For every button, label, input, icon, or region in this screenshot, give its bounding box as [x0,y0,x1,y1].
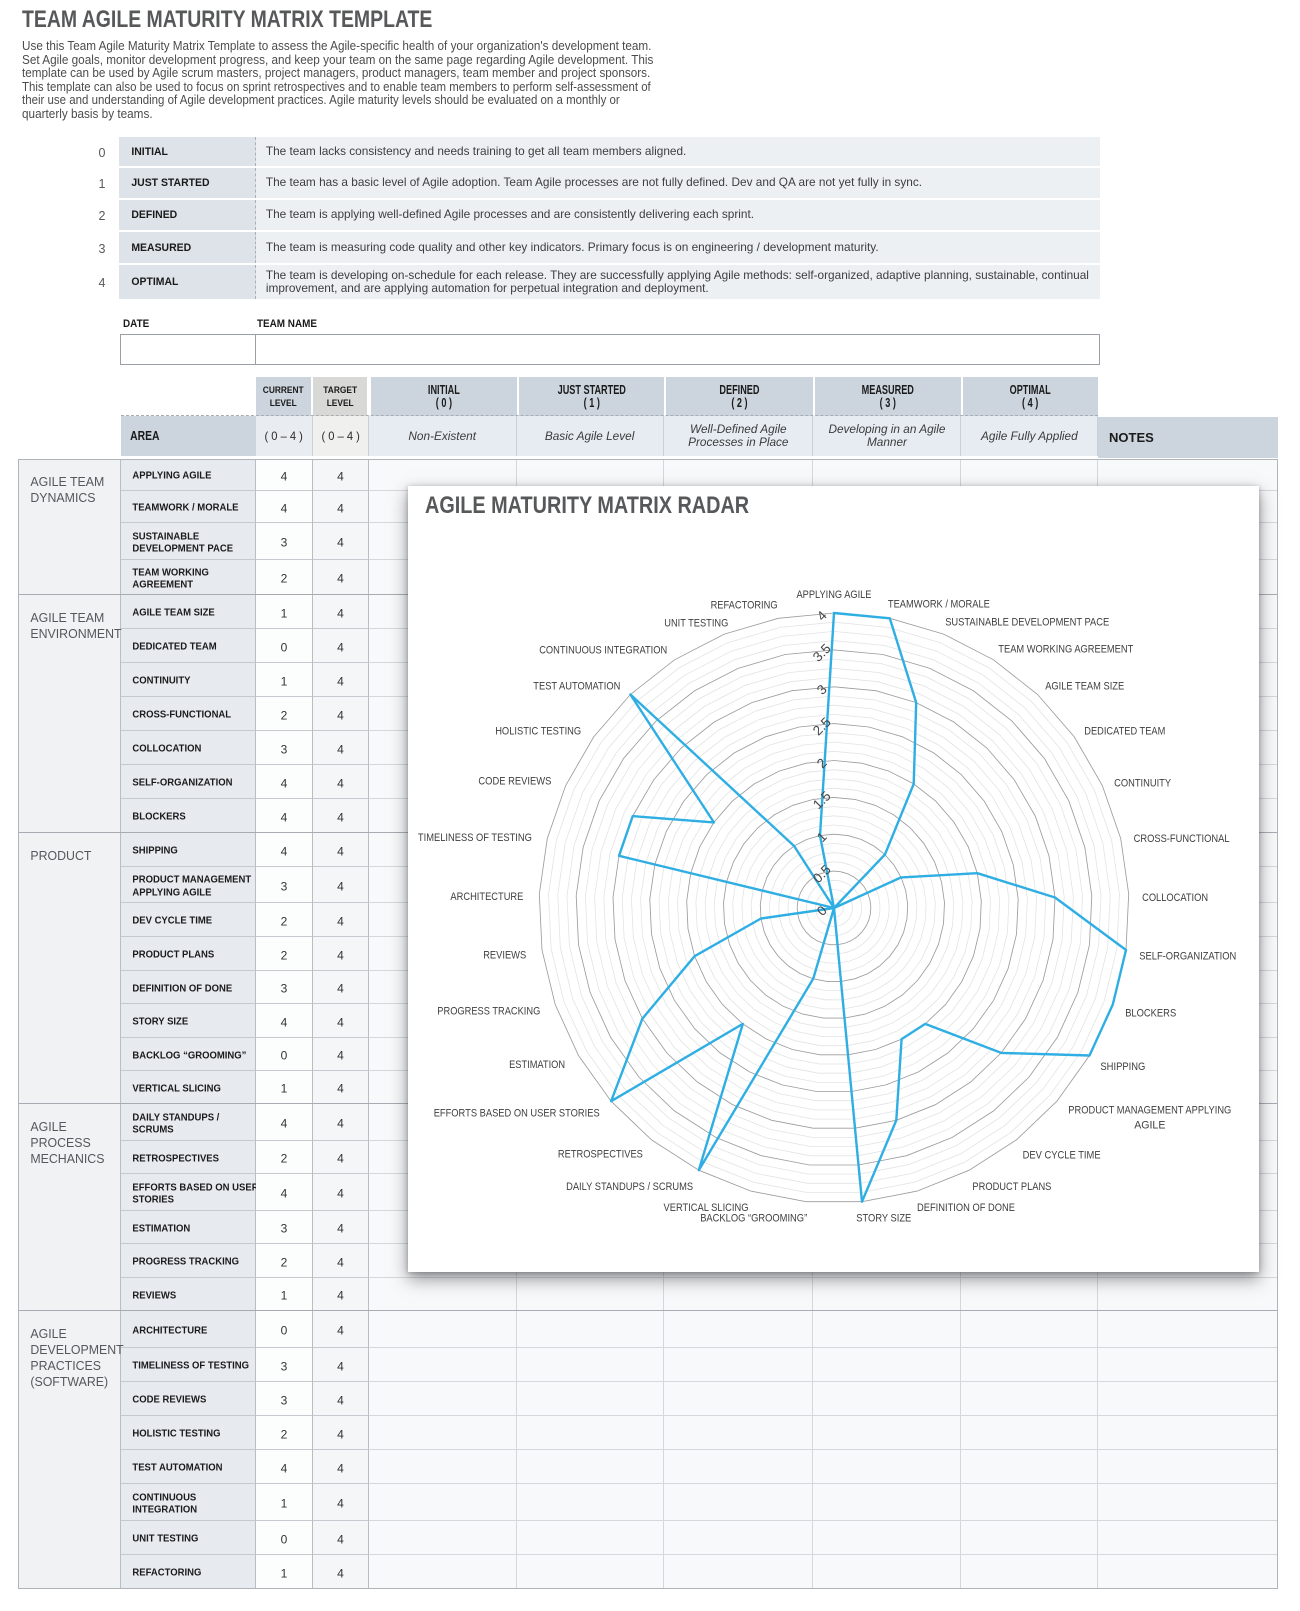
svg-text:APPLYING AGILE: APPLYING AGILE [797,589,872,601]
svg-text:RETROSPECTIVES: RETROSPECTIVES [558,1149,643,1161]
svg-text:DEFINITION OF DONE: DEFINITION OF DONE [917,1202,1015,1214]
svg-text:HOLISTIC TESTING: HOLISTIC TESTING [495,726,581,738]
svg-text:4: 4 [814,608,830,624]
svg-text:TEST AUTOMATION: TEST AUTOMATION [533,681,620,693]
svg-text:VERTICAL SLICING: VERTICAL SLICING [664,1202,749,1214]
svg-text:SHIPPING: SHIPPING [1100,1061,1145,1073]
svg-text:3: 3 [814,682,830,698]
svg-text:PRODUCT PLANS: PRODUCT PLANS [972,1181,1051,1193]
svg-text:DAILY STANDUPS / SCRUMS: DAILY STANDUPS / SCRUMS [566,1181,693,1193]
svg-text:ARCHITECTURE: ARCHITECTURE [450,891,523,903]
svg-text:UNIT TESTING: UNIT TESTING [664,617,728,629]
svg-text:CONTINUITY: CONTINUITY [1114,777,1171,789]
svg-text:REVIEWS: REVIEWS [483,950,526,962]
svg-text:ESTIMATION: ESTIMATION [509,1059,565,1071]
svg-text:PROGRESS TRACKING: PROGRESS TRACKING [437,1006,540,1018]
svg-text:EFFORTS BASED ON USER STORIES: EFFORTS BASED ON USER STORIES [434,1107,600,1119]
svg-text:REFACTORING: REFACTORING [711,600,778,612]
svg-text:AGILE TEAM SIZE: AGILE TEAM SIZE [1045,681,1124,693]
svg-text:1: 1 [814,829,830,845]
svg-text:TEAM WORKING AGREEMENT: TEAM WORKING AGREEMENT [998,644,1133,656]
svg-text:SELF-ORGANIZATION: SELF-ORGANIZATION [1139,951,1236,963]
svg-text:BLOCKERS: BLOCKERS [1125,1008,1176,1020]
svg-text:DEDICATED TEAM: DEDICATED TEAM [1084,726,1165,738]
svg-text:CODE REVIEWS: CODE REVIEWS [478,775,551,787]
svg-text:2: 2 [814,755,830,771]
svg-text:CONTINUOUS INTEGRATION: CONTINUOUS INTEGRATION [539,645,667,657]
svg-text:BACKLOG “GROOMING”: BACKLOG “GROOMING” [700,1212,807,1224]
svg-text:COLLOCATION: COLLOCATION [1142,892,1208,904]
svg-text:TIMELINESS OF TESTING: TIMELINESS OF TESTING [418,832,532,844]
svg-text:SUSTAINABLE DEVELOPMENT PACE: SUSTAINABLE DEVELOPMENT PACE [945,616,1109,628]
svg-text:TEAMWORK / MORALE: TEAMWORK / MORALE [888,599,990,611]
svg-text:STORY SIZE: STORY SIZE [856,1212,911,1224]
svg-text:DEV CYCLE TIME: DEV CYCLE TIME [1023,1150,1101,1162]
svg-text:CROSS-FUNCTIONAL: CROSS-FUNCTIONAL [1134,833,1230,845]
